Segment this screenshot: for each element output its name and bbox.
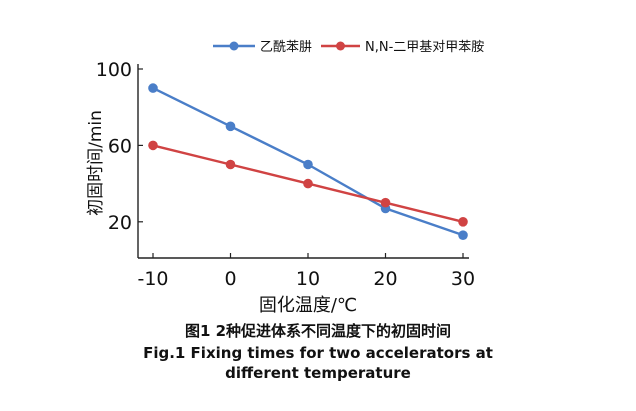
figure-caption-chinese: 图1 2种促进体系不同温度下的初固时间 bbox=[184, 322, 452, 340]
x-tick-label: 20 bbox=[373, 268, 397, 290]
data-point-series-2 bbox=[380, 197, 391, 208]
x-tick-label: -10 bbox=[137, 268, 168, 290]
series-layer bbox=[148, 83, 468, 240]
figure-caption-english-line1: Fig.1 Fixing times for two accelerators … bbox=[143, 344, 493, 362]
data-point-series-1 bbox=[148, 83, 158, 93]
legend-marker-2 bbox=[336, 41, 345, 51]
data-point-series-2 bbox=[303, 178, 313, 189]
y-tick-label: 60 bbox=[108, 135, 132, 157]
legend-marker-1 bbox=[229, 41, 239, 51]
x-tick-label: 10 bbox=[296, 268, 320, 290]
data-point-series-1 bbox=[225, 121, 236, 132]
line-chart: 乙酰苯肼 N,N-二甲基对甲苯胺 -10 0 10 20 30 20 60 100 固化温度/℃ 初… bbox=[86, 40, 484, 316]
x-axis-title: 固化温度/℃ bbox=[259, 295, 357, 316]
legend-label-1: 乙酰苯肼 bbox=[260, 40, 312, 55]
data-point-series-2 bbox=[458, 217, 468, 227]
legend: 乙酰苯肼 N,N-二甲基对甲苯胺 bbox=[213, 40, 484, 55]
figure-caption-english-line2: different temperature bbox=[225, 364, 411, 382]
x-tick-label: 0 bbox=[224, 268, 236, 290]
legend-label-2: N,N-二甲基对甲苯胺 bbox=[365, 40, 484, 55]
axis-labels: -10 0 10 20 30 20 60 100 固化温度/℃ 初固时间/min bbox=[86, 59, 475, 316]
chart-axes bbox=[137, 64, 469, 259]
data-point-series-2 bbox=[225, 159, 236, 170]
y-tick-label: 20 bbox=[108, 212, 132, 234]
x-tick-label: 30 bbox=[451, 268, 475, 290]
data-point-series-1 bbox=[303, 159, 313, 170]
data-point-series-1 bbox=[458, 230, 468, 240]
data-point-series-2 bbox=[148, 140, 158, 151]
y-tick-label: 100 bbox=[96, 59, 132, 81]
y-axis-title: 初固时间/min bbox=[86, 110, 106, 216]
